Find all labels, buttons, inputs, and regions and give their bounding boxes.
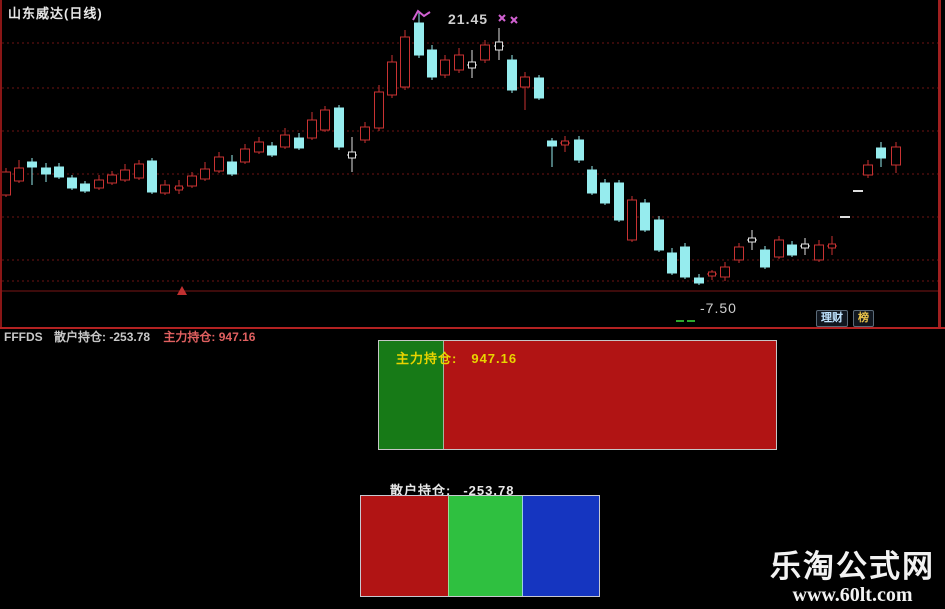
retail-panel-red-block [361, 496, 448, 596]
main-panel-green-block [379, 341, 444, 449]
watermark-site-url: www.60lt.com [792, 584, 913, 606]
main-holding-status: 主力持仓: 947.16 [163, 330, 256, 344]
watermark: 乐淘公式网 www.60lt.com [770, 549, 935, 607]
watermark-site-name: 乐淘公式网 [770, 549, 935, 584]
candlestick-chart[interactable] [0, 0, 945, 328]
retail-panel-green-block [448, 496, 523, 596]
main-panel-red-block [444, 341, 776, 449]
main-force-holding-panel: 主力持仓: 947.16 [378, 340, 777, 450]
bang-button[interactable]: 榜 [853, 310, 874, 327]
low-value-label: -7.50 [700, 300, 737, 316]
main-panel-label-text: 主力持仓: [396, 351, 458, 366]
retail-panel-value: -253.78 [463, 483, 515, 498]
indicator-status-bar: FFFDS 散户持仓: -253.78 主力持仓: 947.16 [4, 328, 256, 344]
chart-right-border [938, 0, 941, 328]
chart-left-border [0, 0, 2, 328]
retail-holding-status: 散户持仓: -253.78 [54, 330, 151, 344]
retail-panel-label: 散户持仓: -253.78 [390, 480, 514, 499]
stock-title: 山东威达(日线) [8, 6, 103, 21]
retail-panel-blue-block [523, 496, 599, 596]
main-panel-label: 主力持仓: 947.16 [396, 348, 517, 367]
kline-chart-pane[interactable]: 山东威达(日线) 21.45 -7.50 理财 榜 [0, 0, 945, 328]
retail-holding-panel [360, 495, 600, 597]
pane-divider [0, 327, 945, 329]
main-panel-value: 947.16 [471, 351, 518, 366]
retail-panel-label-text: 散户持仓: [390, 483, 452, 498]
licai-button[interactable]: 理财 [816, 310, 848, 327]
peak-price-label: 21.45 [448, 11, 489, 27]
indicator-name: FFFDS [4, 330, 43, 344]
